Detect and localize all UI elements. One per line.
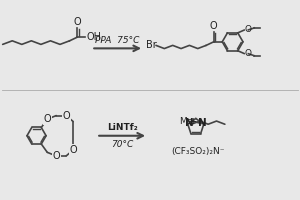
Text: Br: Br [146, 40, 157, 50]
Text: +: + [190, 117, 196, 126]
Text: O: O [245, 25, 252, 34]
Text: Me: Me [179, 117, 193, 126]
Text: O: O [62, 111, 70, 121]
Text: O: O [210, 21, 218, 31]
Text: 70°C: 70°C [111, 140, 133, 149]
Text: N: N [198, 118, 206, 128]
Text: O: O [52, 151, 60, 161]
Text: O: O [245, 49, 252, 58]
Text: (CF₃SO₂)₂N⁻: (CF₃SO₂)₂N⁻ [171, 147, 224, 156]
Text: LiNTf₂: LiNTf₂ [107, 123, 137, 132]
Text: O: O [69, 145, 77, 155]
Text: O: O [74, 17, 82, 27]
Text: OH: OH [86, 32, 101, 42]
Text: N: N [185, 118, 194, 128]
Text: PPA  75°C: PPA 75°C [95, 36, 140, 45]
Text: O: O [44, 114, 51, 124]
